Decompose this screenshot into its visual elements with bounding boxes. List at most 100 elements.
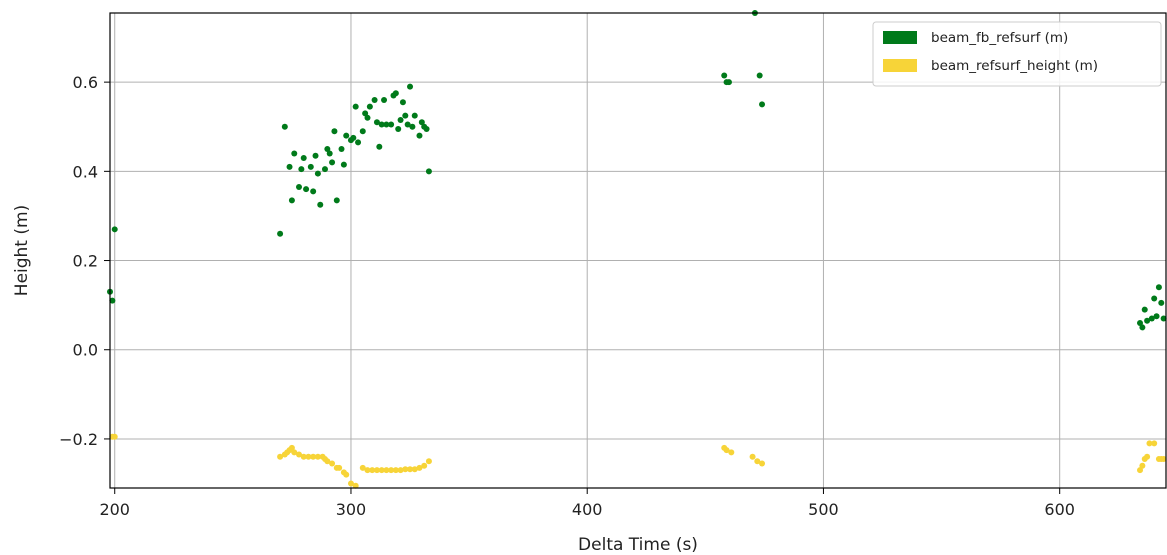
data-point [371, 96, 378, 103]
data-point [395, 125, 402, 132]
data-point [1153, 313, 1160, 320]
data-point [295, 451, 302, 458]
x-axis-label: Delta Time (s) [578, 535, 698, 555]
data-point [723, 447, 730, 454]
data-point [277, 453, 284, 460]
x-tick-label: 200 [99, 500, 130, 519]
data-point [1148, 315, 1155, 322]
data-point [388, 121, 395, 128]
legend-swatch [883, 31, 917, 44]
data-point [1155, 284, 1162, 291]
data-point [350, 134, 357, 141]
data-point [343, 471, 350, 478]
plot-frame [109, 12, 1167, 489]
data-point [329, 159, 336, 166]
data-point [111, 433, 118, 440]
data-point [333, 197, 340, 204]
data-point [1139, 462, 1146, 469]
data-point [298, 166, 305, 173]
data-point [388, 467, 395, 474]
data-point [321, 166, 328, 173]
data-point [407, 83, 414, 90]
data-point [288, 444, 295, 451]
data-point [355, 139, 362, 146]
x-tick-label: 400 [572, 500, 603, 519]
data-point [378, 121, 385, 128]
data-point [1158, 299, 1165, 306]
data-point [759, 101, 766, 108]
data-point [111, 226, 118, 233]
data-point [759, 460, 766, 467]
data-points [107, 10, 1167, 489]
data-point [366, 103, 373, 110]
data-point [281, 123, 288, 130]
data-point [300, 453, 307, 460]
data-point [326, 150, 333, 157]
data-point [423, 125, 430, 132]
data-point [291, 449, 298, 456]
data-point [416, 464, 423, 471]
x-tick-label: 600 [1044, 500, 1075, 519]
data-point [352, 482, 359, 489]
data-point [378, 467, 385, 474]
data-point [338, 146, 345, 153]
data-point [721, 72, 728, 79]
data-point [383, 121, 390, 128]
data-point [310, 188, 317, 195]
legend-entry: beam_fb_refsurf (m) [931, 30, 1068, 46]
data-point [305, 453, 312, 460]
data-point [756, 72, 763, 79]
data-point [324, 146, 331, 153]
data-point [402, 112, 409, 119]
data-point [1144, 317, 1151, 324]
data-point [397, 467, 404, 474]
data-point [303, 186, 310, 193]
data-point [369, 467, 376, 474]
data-point [1137, 319, 1144, 326]
data-point [399, 99, 406, 106]
data-point [418, 119, 425, 126]
data-point [1141, 306, 1148, 313]
data-point [373, 467, 380, 474]
data-point [324, 458, 331, 465]
data-point [383, 467, 390, 474]
y-axis-label: Height (m) [12, 205, 32, 296]
data-point [359, 464, 366, 471]
data-point [300, 154, 307, 161]
data-point [392, 90, 399, 97]
data-point [407, 466, 414, 473]
data-point [1160, 315, 1167, 322]
data-point [411, 466, 418, 473]
y-tick-label: 0.2 [73, 252, 98, 271]
data-point [404, 121, 411, 128]
data-point [1146, 440, 1153, 447]
x-tick-label: 500 [808, 500, 839, 519]
data-point [317, 201, 324, 208]
data-point [1137, 467, 1144, 474]
legend-box [872, 21, 1162, 87]
data-point [425, 458, 432, 465]
data-point [277, 230, 284, 237]
legend-swatch [883, 59, 917, 72]
data-point [329, 460, 336, 467]
data-point [1144, 453, 1151, 460]
data-point [364, 114, 371, 121]
data-point [425, 168, 432, 175]
y-tick-label: 0.0 [73, 341, 98, 360]
data-point [1160, 456, 1167, 463]
data-point [336, 464, 343, 471]
data-point [392, 467, 399, 474]
data-point [291, 150, 298, 157]
legend: beam_fb_refsurf (m) beam_refsurf_height … [872, 21, 1162, 87]
data-point [728, 449, 735, 456]
data-point [411, 112, 418, 119]
data-point [109, 297, 116, 304]
data-point [421, 462, 428, 469]
y-tick-label: 0.6 [73, 73, 98, 92]
data-point [314, 453, 321, 460]
data-point [286, 163, 293, 170]
data-point [314, 170, 321, 177]
data-point [312, 152, 319, 159]
data-point [1139, 324, 1146, 331]
data-point [381, 96, 388, 103]
